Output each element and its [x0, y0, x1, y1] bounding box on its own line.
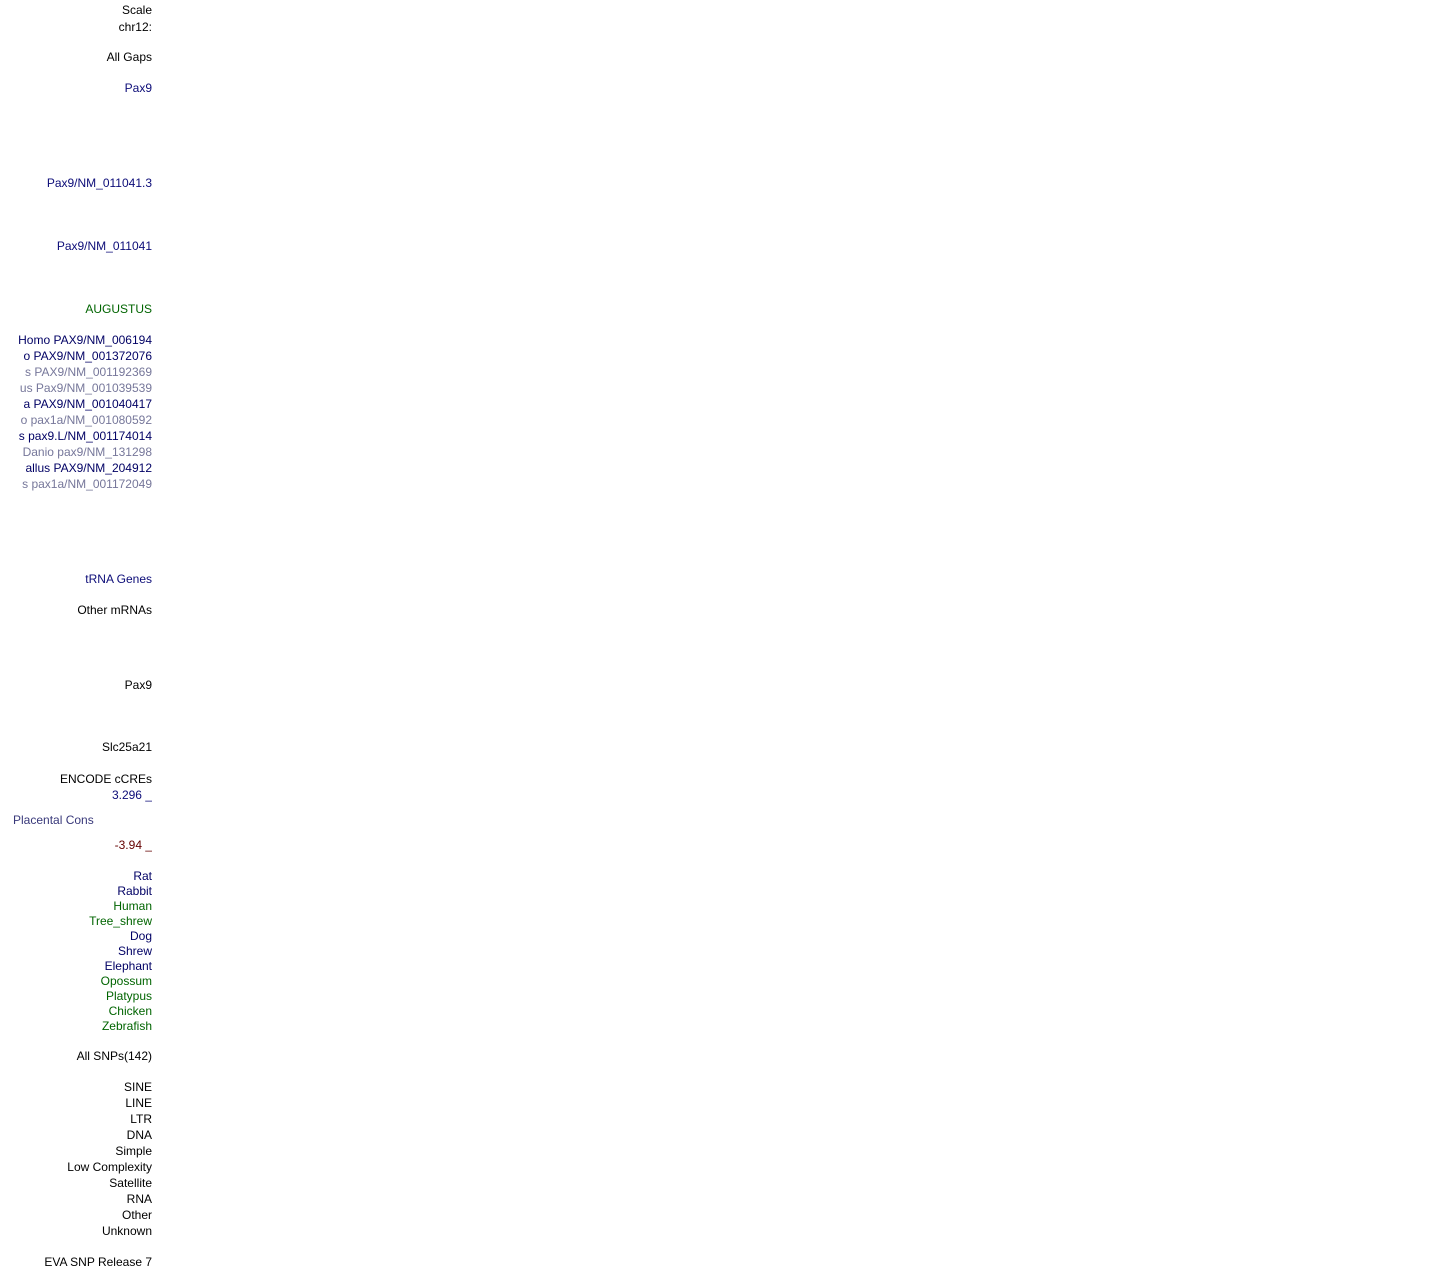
label-rm-dna[interactable]: DNA — [126, 1128, 152, 1142]
label-species-elephant[interactable]: Elephant — [104, 959, 152, 973]
label-xeno-3[interactable]: s PAX9/NM_001192369 — [25, 365, 152, 379]
label-augustus[interactable]: AUGUSTUS — [85, 302, 152, 316]
label-xeno-2[interactable]: o PAX9/NM_001372076 — [23, 349, 152, 363]
label-all-gaps[interactable]: All Gaps — [106, 50, 152, 64]
label-xeno-gallus[interactable]: allus PAX9/NM_204912 — [25, 461, 152, 475]
label-rm-ltr[interactable]: LTR — [130, 1112, 152, 1126]
label-all-snps[interactable]: All SNPs(142) — [76, 1049, 152, 1063]
track-display-area[interactable] — [152, 0, 1443, 1271]
track-label-panel: Scale chr12: All Gaps Pax9 Pax9/NM_01104… — [0, 0, 152, 1271]
label-species-human[interactable]: Human — [113, 899, 152, 913]
label-rm-unknown[interactable]: Unknown — [101, 1224, 152, 1238]
label-rm-satellite[interactable]: Satellite — [109, 1176, 152, 1190]
label-rm-simple[interactable]: Simple — [115, 1144, 152, 1158]
label-pax9-mrna[interactable]: Pax9 — [124, 678, 152, 692]
label-rm-rna[interactable]: RNA — [126, 1192, 152, 1206]
label-species-zebrafish[interactable]: Zebrafish — [101, 1019, 152, 1033]
label-cons-max: 3.296 _ — [111, 788, 152, 802]
label-chrom[interactable]: chr12: — [118, 20, 152, 34]
label-species-dog[interactable]: Dog — [129, 929, 152, 943]
label-pax9-nm-011041-3[interactable]: Pax9/NM_011041.3 — [46, 176, 152, 190]
label-species-chicken[interactable]: Chicken — [108, 1004, 152, 1018]
label-species-tree-shrew[interactable]: Tree_shrew — [89, 914, 152, 928]
label-rm-line[interactable]: LINE — [125, 1096, 152, 1110]
label-species-opossum[interactable]: Opossum — [100, 974, 152, 988]
label-species-rat[interactable]: Rat — [133, 869, 152, 883]
label-xeno-6[interactable]: o pax1a/NM_001080592 — [20, 413, 152, 427]
label-rm-low-complexity[interactable]: Low Complexity — [67, 1160, 152, 1174]
label-placental-cons[interactable]: Placental Cons — [13, 813, 94, 827]
label-pax9-gene[interactable]: Pax9 — [124, 81, 152, 95]
label-eva-snp[interactable]: EVA SNP Release 7 — [44, 1255, 152, 1269]
label-xeno-5[interactable]: a PAX9/NM_001040417 — [23, 397, 152, 411]
label-rm-sine[interactable]: SINE — [123, 1080, 152, 1094]
label-rm-other[interactable]: Other — [121, 1208, 152, 1222]
label-scale[interactable]: Scale — [121, 3, 152, 17]
label-pax9-nm-011041[interactable]: Pax9/NM_011041 — [56, 239, 152, 253]
label-species-platypus[interactable]: Platypus — [105, 989, 152, 1003]
label-other-mrnas[interactable]: Other mRNAs — [77, 603, 152, 617]
label-xeno-homo[interactable]: Homo PAX9/NM_006194 — [18, 333, 152, 347]
label-species-shrew[interactable]: Shrew — [117, 944, 152, 958]
label-xeno-10[interactable]: s pax1a/NM_001172049 — [22, 477, 152, 491]
label-species-rabbit[interactable]: Rabbit — [117, 884, 152, 898]
label-xeno-7[interactable]: s pax9.L/NM_001174014 — [18, 429, 152, 443]
label-trna-genes[interactable]: tRNA Genes — [85, 572, 152, 586]
label-cons-min: -3.94 _ — [114, 838, 152, 852]
label-xeno-4[interactable]: us Pax9/NM_001039539 — [19, 381, 152, 395]
label-slc25a21[interactable]: Slc25a21 — [101, 740, 152, 754]
label-encode-ccres[interactable]: ENCODE cCREs — [59, 772, 152, 786]
label-xeno-danio[interactable]: Danio pax9/NM_131298 — [22, 445, 152, 459]
